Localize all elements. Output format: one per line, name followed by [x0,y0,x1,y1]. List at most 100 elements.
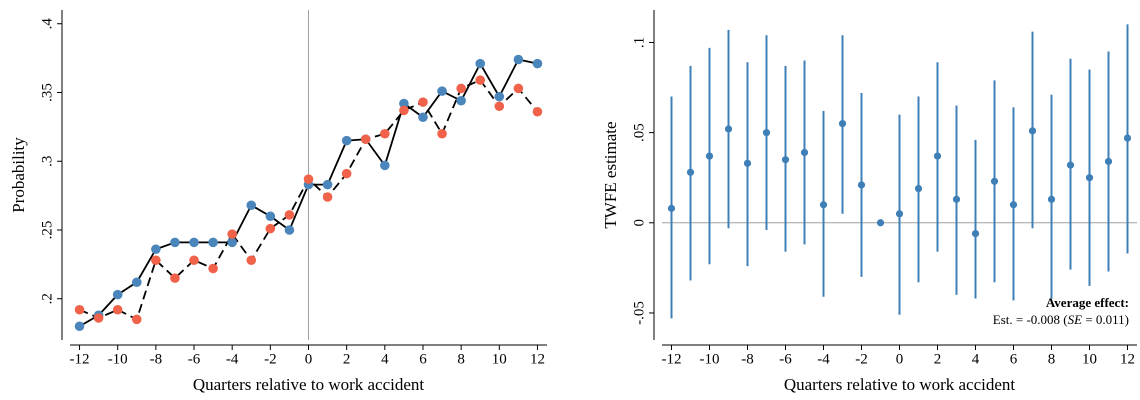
x-tick-label: 0 [896,351,904,367]
x-tick-label: -12 [70,351,90,367]
data-point [265,223,276,234]
data-point [131,277,142,288]
point-estimate [952,195,961,203]
data-point [513,54,524,65]
point-estimate [1123,134,1132,142]
y-tick-label: .35 [39,83,55,102]
point-estimate [1047,195,1056,203]
point-estimate [933,152,942,160]
y-axis-title: Probability [9,137,28,213]
y-tick-label: 0 [631,219,647,227]
data-point [131,314,142,325]
x-tick-label: -2 [855,351,868,367]
point-estimate [876,219,885,227]
x-tick-label: 10 [1082,351,1097,367]
y-tick-label: .3 [39,156,55,167]
data-point [494,91,505,102]
x-tick-label: 12 [530,351,545,367]
point-estimate [686,168,695,176]
data-point [208,263,218,274]
data-point [151,255,161,266]
data-point [475,75,486,85]
data-point [112,289,123,300]
data-point [265,211,276,222]
data-point [74,321,85,332]
data-point [151,244,161,255]
x-tick-label: 10 [492,351,507,367]
x-tick-label: -12 [662,351,682,367]
y-tick-label: -.05 [631,301,647,325]
data-point [303,174,314,184]
point-estimate [762,129,771,137]
x-tick-label: 2 [934,351,942,367]
data-point [437,128,447,139]
data-point [93,313,104,323]
point-estimate [724,125,733,133]
data-point [341,168,352,179]
point-estimate [914,184,923,193]
y-axis-title: TWFE estimate [601,121,620,228]
data-point [494,101,505,112]
y-tick-label: .4 [39,18,55,30]
x-axis-title: Quarters relative to work accident [193,375,425,394]
data-point [380,128,390,139]
data-point [189,255,199,266]
annotation-part: Est. = -0.008 ( [993,312,1068,327]
data-point [322,192,333,202]
point-estimate [705,152,714,160]
x-axis-title: Quarters relative to work accident [784,375,1016,394]
annotation-text: Est. = -0.008 (SE = 0.011) [993,312,1129,327]
data-point [227,237,237,248]
data-point [284,210,295,220]
data-point [322,179,333,190]
x-tick-label: -10 [108,351,128,367]
point-estimate [667,204,676,212]
x-tick-label: 0 [305,351,313,367]
data-point [399,98,409,109]
data-point [341,135,352,146]
data-point [360,134,371,145]
data-point [208,237,218,248]
x-tick-label: -6 [188,351,201,367]
data-point [246,200,257,211]
data-point [418,97,428,107]
annotation-part: SE [1068,312,1083,327]
y-tick-label: .1 [631,37,647,48]
data-point [456,83,466,94]
data-point [246,255,257,266]
data-point [456,95,466,106]
y-tick-label: .2 [39,293,55,304]
point-estimate [1066,161,1075,169]
point-estimate [895,210,904,218]
data-point [189,237,199,248]
x-tick-label: -2 [264,351,277,367]
data-point [418,112,428,123]
point-estimate [781,156,790,164]
x-tick-label: 4 [972,351,980,367]
data-point [437,86,447,96]
x-tick-label: -6 [779,351,792,367]
data-point [74,304,85,315]
data-point [284,225,295,235]
y-tick-label: .05 [631,123,647,142]
data-point [227,229,237,239]
point-estimate [971,230,980,238]
point-estimate [1028,127,1037,135]
point-estimate [1085,174,1094,182]
point-estimate [819,201,828,209]
x-tick-label: -4 [817,351,830,367]
annotation-part: = 0.011) [1082,312,1129,327]
x-tick-label: -10 [700,351,720,367]
x-tick-label: 2 [343,351,351,367]
point-estimate [1009,201,1018,209]
x-tick-label: 6 [1010,351,1018,367]
annotation-title: Average effect: [1046,295,1129,310]
point-estimate [1104,157,1113,166]
data-point [170,273,180,283]
data-point [475,58,486,69]
data-point [170,237,180,248]
x-tick-label: 6 [419,351,427,367]
data-point [532,106,543,117]
y-tick-label: .25 [39,221,55,240]
